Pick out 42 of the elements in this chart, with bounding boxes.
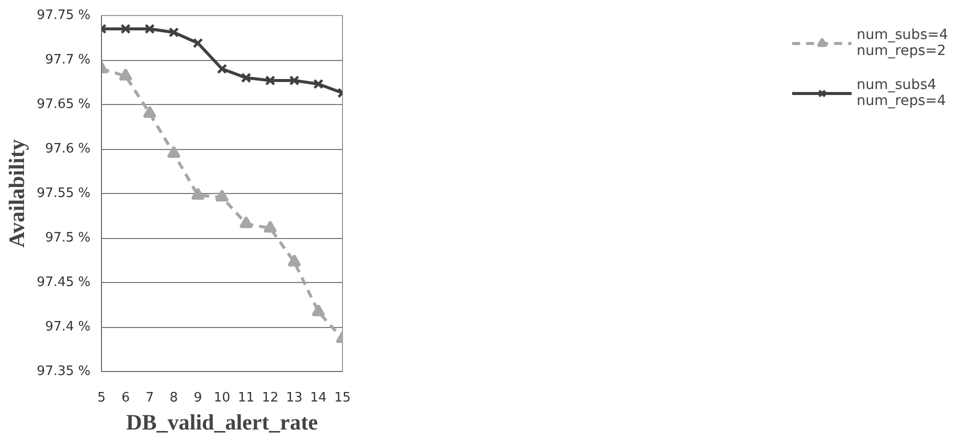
y-tick-label: 97.75 % — [36, 8, 90, 23]
point — [118, 68, 132, 80]
point — [216, 64, 228, 74]
point — [263, 220, 277, 233]
point — [191, 188, 205, 200]
y-axis-title: Availability — [4, 139, 29, 248]
point — [120, 24, 131, 34]
x-tick-label: 9 — [194, 390, 202, 406]
y-tick-label: 97.6 % — [45, 142, 91, 156]
x-axis-title: DB_valid_alert_rate — [126, 410, 318, 434]
point — [192, 38, 204, 48]
point — [168, 27, 179, 38]
x-tick-label: 5 — [97, 390, 106, 406]
x-tick-label: 14 — [310, 390, 327, 406]
point — [313, 78, 324, 90]
x-tick-label: 8 — [170, 390, 178, 406]
x-tick-label: 15 — [334, 390, 351, 406]
y-tick-label: 97.5 % — [45, 230, 91, 246]
y-tick-label: 97.4 % — [45, 320, 91, 334]
y-tick-label: 97.55 % — [36, 186, 90, 201]
point — [239, 216, 253, 228]
point — [289, 75, 300, 86]
x-tick-label: 10 — [214, 390, 230, 406]
x-tick-label: 6 — [121, 390, 130, 406]
x-tick-label: 12 — [262, 390, 278, 406]
y-tick-label: 97.7 % — [45, 52, 91, 68]
point — [215, 189, 229, 202]
point — [288, 254, 302, 266]
x-tick-label: 11 — [238, 390, 254, 406]
y-tick-label: 97.65 % — [36, 97, 90, 112]
point — [142, 106, 156, 118]
y-tick-label: 97.45 % — [36, 275, 90, 290]
legend-label: num_subs=4 num_reps=2 — [856, 26, 948, 61]
point — [144, 24, 155, 34]
y-tick-label: 97.35 % — [36, 364, 90, 379]
x-tick-label: 7 — [146, 390, 154, 406]
point — [240, 72, 252, 83]
point — [265, 75, 276, 86]
legend-label: num_subs4 num_reps=4 — [856, 76, 946, 111]
point — [167, 146, 181, 158]
x-tick-label: 13 — [286, 390, 303, 406]
point — [312, 304, 326, 316]
